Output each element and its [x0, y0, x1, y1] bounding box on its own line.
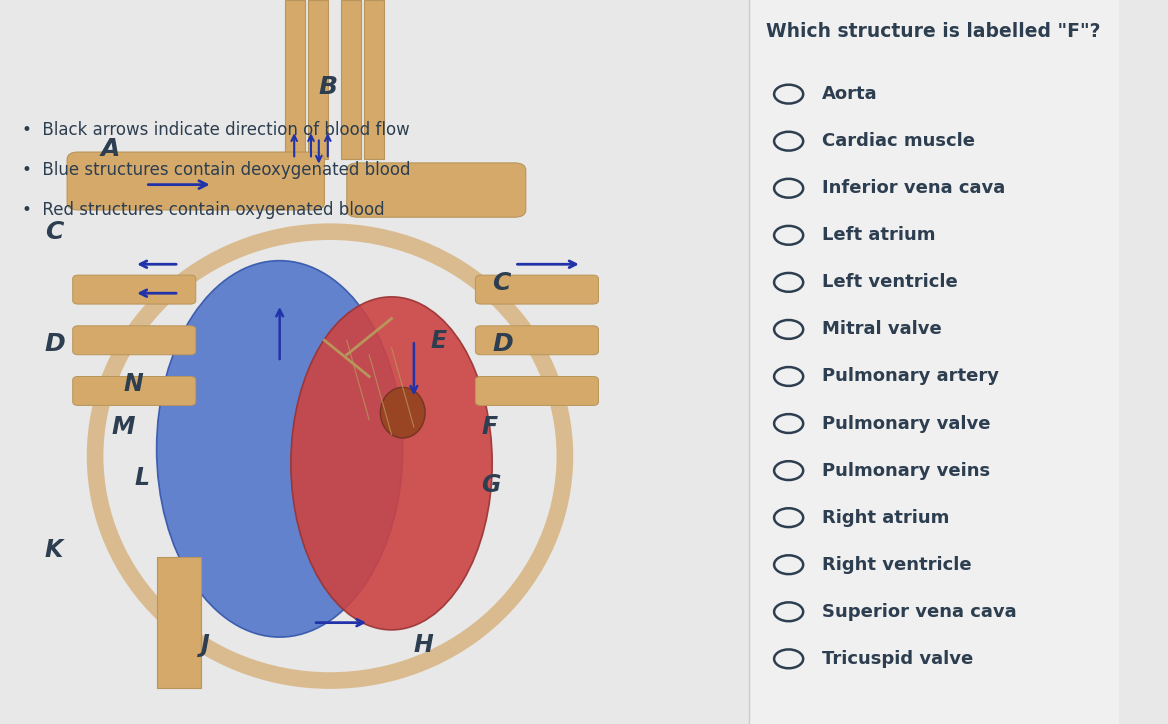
Text: C: C: [492, 271, 510, 295]
Text: Left atrium: Left atrium: [822, 227, 936, 244]
FancyBboxPatch shape: [475, 326, 598, 355]
Text: L: L: [134, 466, 150, 490]
Text: C: C: [44, 220, 63, 244]
FancyBboxPatch shape: [67, 152, 325, 210]
Text: E: E: [431, 329, 447, 353]
Text: Left ventricle: Left ventricle: [822, 274, 958, 291]
Text: G: G: [481, 473, 500, 497]
FancyBboxPatch shape: [341, 0, 361, 159]
Text: Pulmonary artery: Pulmonary artery: [822, 368, 999, 385]
Text: •  Black arrows indicate direction of blood flow: • Black arrows indicate direction of blo…: [22, 122, 410, 139]
Text: Tricuspid valve: Tricuspid valve: [822, 650, 973, 668]
Text: N: N: [123, 372, 142, 396]
Text: •  Blue structures contain deoxygenated blood: • Blue structures contain deoxygenated b…: [22, 161, 411, 179]
Text: K: K: [44, 539, 63, 563]
Text: Right atrium: Right atrium: [822, 509, 950, 526]
Ellipse shape: [381, 387, 425, 438]
Ellipse shape: [291, 297, 492, 630]
FancyBboxPatch shape: [347, 163, 526, 217]
Text: D: D: [492, 332, 513, 356]
Text: Pulmonary veins: Pulmonary veins: [822, 462, 990, 479]
Ellipse shape: [157, 261, 403, 637]
FancyBboxPatch shape: [72, 326, 196, 355]
Text: Pulmonary valve: Pulmonary valve: [822, 415, 990, 432]
FancyBboxPatch shape: [363, 0, 384, 159]
FancyBboxPatch shape: [285, 0, 305, 159]
Text: Aorta: Aorta: [822, 85, 878, 103]
FancyBboxPatch shape: [72, 376, 196, 405]
Text: A: A: [100, 137, 120, 161]
Text: Mitral valve: Mitral valve: [822, 321, 941, 338]
Text: Cardiac muscle: Cardiac muscle: [822, 132, 975, 150]
Text: B: B: [319, 75, 338, 99]
FancyBboxPatch shape: [307, 0, 328, 159]
FancyBboxPatch shape: [157, 557, 201, 688]
Text: J: J: [201, 633, 210, 657]
FancyBboxPatch shape: [475, 275, 598, 304]
Text: •  Red structures contain oxygenated blood: • Red structures contain oxygenated bloo…: [22, 201, 385, 219]
Text: F: F: [481, 416, 498, 439]
Text: Right ventricle: Right ventricle: [822, 556, 972, 573]
FancyBboxPatch shape: [750, 0, 1119, 724]
Text: D: D: [44, 332, 65, 356]
FancyBboxPatch shape: [475, 376, 598, 405]
Text: H: H: [413, 633, 433, 657]
Text: Inferior vena cava: Inferior vena cava: [822, 180, 1006, 197]
FancyBboxPatch shape: [72, 275, 196, 304]
Text: Superior vena cava: Superior vena cava: [822, 603, 1017, 620]
Text: M: M: [112, 416, 135, 439]
Text: Which structure is labelled "F"?: Which structure is labelled "F"?: [766, 22, 1100, 41]
